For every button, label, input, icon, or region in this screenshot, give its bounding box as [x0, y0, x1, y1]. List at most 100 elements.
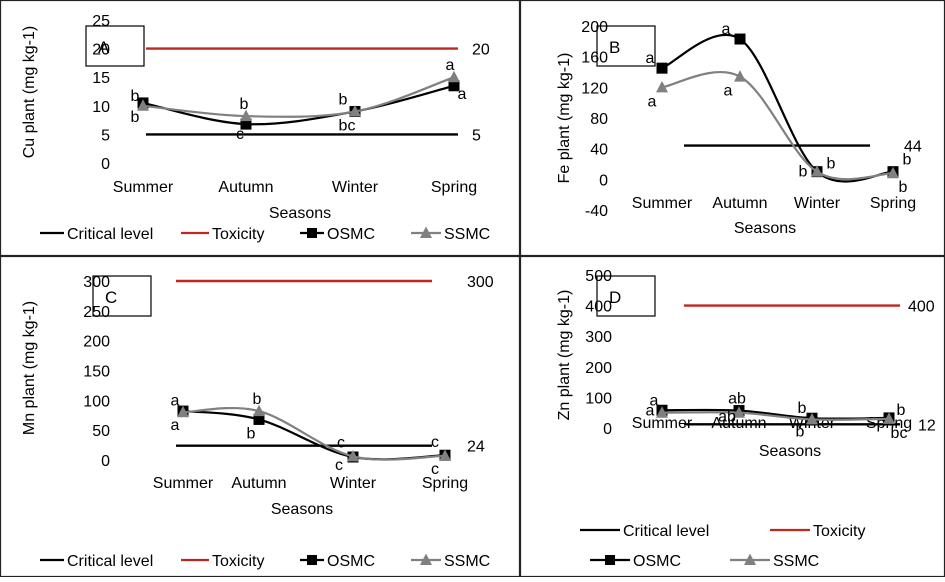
- significance-letter: c: [236, 126, 244, 143]
- ssmc-point: [656, 406, 668, 418]
- x-tick-label: Spring: [422, 475, 468, 492]
- legend-item-osmc-marker: [307, 228, 317, 238]
- y-tick-label: 200: [83, 334, 110, 351]
- legend-item-ssmc-marker: [420, 553, 432, 565]
- significance-letter: b: [796, 423, 805, 440]
- y-tick-label: 300: [83, 274, 110, 291]
- significance-letter: a: [646, 403, 655, 420]
- osmc-series-line: [182, 409, 446, 461]
- x-tick-label: Autumn: [712, 195, 767, 212]
- significance-letter: b: [799, 164, 808, 181]
- y-tick-label: -40: [585, 203, 608, 220]
- significance-letter: b: [131, 88, 140, 105]
- osmc-series-line: [661, 33, 894, 183]
- legend-item-osmc-marker: [605, 555, 615, 565]
- osmc-series-line: [142, 84, 455, 126]
- x-axis-label: Seasons: [269, 205, 331, 222]
- y-tick-label: 10: [92, 99, 110, 116]
- significance-letter: b: [897, 402, 906, 419]
- panel-D: D 0 100 200 300 400 500 Zn plant (mg kg-1) Summe…: [519, 255, 945, 578]
- legend-item-osmc-label: OSMC: [327, 553, 375, 570]
- y-axis-label: Cu plant (mg kg-1): [21, 26, 38, 159]
- significance-letter: c: [431, 434, 439, 451]
- legend-item-osmc-marker: [307, 555, 317, 565]
- legend-item-ssmc-label: SSMC: [444, 553, 490, 570]
- y-tick-label: 100: [585, 390, 612, 407]
- significance-letter: b: [798, 400, 807, 417]
- significance-letter: b: [903, 152, 912, 169]
- significance-letter: c: [337, 434, 345, 451]
- y-axis-label: Zn plant (mg kg-1): [556, 290, 573, 421]
- ssmc-series-line: [182, 406, 446, 461]
- significance-letter: ab: [718, 409, 736, 426]
- legend-item-critical-label: Critical level: [623, 523, 709, 540]
- legend-item-critical-label: Critical level: [67, 553, 153, 570]
- significance-letter: c: [335, 457, 343, 474]
- ssmc-series-line: [661, 71, 894, 181]
- significance-letter: a: [458, 86, 467, 103]
- toxicity-value-label: 300: [467, 274, 494, 291]
- x-axis-label: Seasons: [271, 501, 333, 518]
- significance-letter: bc: [339, 118, 356, 135]
- ssmc-point: [439, 449, 451, 461]
- critical-value-label: 12: [918, 417, 936, 434]
- osmc-point: [448, 80, 460, 92]
- y-tick-label: 150: [83, 364, 110, 381]
- significance-letter: a: [722, 21, 731, 38]
- significance-letter: b: [899, 179, 908, 196]
- x-axis-label: Seasons: [734, 220, 796, 237]
- y-tick-label: 250: [83, 304, 110, 321]
- significance-letter: b: [253, 391, 262, 408]
- y-tick-label: 400: [585, 299, 612, 316]
- x-tick-label: Spring: [870, 195, 916, 212]
- critical-value-label: 24: [467, 439, 485, 456]
- legend: Critical level Toxicity OSMC SSMC: [40, 553, 490, 570]
- legend-item-ssmc-label: SSMC: [773, 553, 819, 570]
- y-tick-label: 25: [92, 13, 110, 30]
- panel-letter-box: [85, 25, 145, 67]
- ssmc-point: [887, 166, 899, 179]
- legend-item-toxicity-label: Toxicity: [813, 523, 865, 540]
- panel-border: [0, 0, 521, 257]
- panel-letter: B: [609, 38, 620, 57]
- x-tick-label: Spring: [431, 179, 477, 196]
- y-tick-label: 300: [585, 329, 612, 346]
- legend-item-osmc-label: OSMC: [633, 553, 681, 570]
- toxicity-value-label: 400: [908, 299, 935, 316]
- x-tick-label: Winter: [332, 179, 379, 196]
- y-axis-label: Mn plant (mg kg-1): [21, 301, 38, 435]
- panel-letter: A: [98, 38, 110, 57]
- y-tick-label: 160: [581, 50, 608, 67]
- x-tick-label: Winter: [794, 195, 841, 212]
- y-tick-label: 200: [585, 360, 612, 377]
- x-tick-label: Autumn: [231, 475, 286, 492]
- x-tick-label: Summer: [632, 195, 693, 212]
- ssmc-point: [177, 405, 189, 418]
- legend: Critical level Toxicity OSMC SSMC: [580, 523, 865, 570]
- y-tick-label: 200: [581, 19, 608, 36]
- ssmc-series-line: [142, 76, 455, 118]
- ssmc-series-line: [661, 411, 890, 421]
- panel-letter-box: [92, 275, 152, 317]
- significance-letter: c: [431, 461, 439, 478]
- legend-item-critical-label: Critical level: [67, 226, 153, 243]
- ssmc-point: [734, 70, 746, 82]
- panel-A: A 0 5 10 15 20 25 Cu plant (mg kg-1) Summer Autum…: [0, 0, 521, 257]
- y-tick-label: 80: [590, 111, 608, 128]
- significance-letter: a: [171, 417, 180, 434]
- x-tick-label: Summer: [153, 475, 214, 492]
- ssmc-point: [253, 404, 265, 417]
- x-axis-label: Seasons: [759, 443, 821, 460]
- y-tick-label: 0: [603, 421, 612, 438]
- ssmc-point: [883, 412, 895, 424]
- significance-letter: bc: [891, 425, 908, 442]
- ssmc-point: [137, 99, 149, 111]
- osmc-point: [240, 118, 252, 130]
- critical-value-label: 5: [472, 127, 481, 144]
- osmc-point: [656, 62, 668, 74]
- ssmc-point: [733, 406, 745, 418]
- ssmc-point: [349, 105, 361, 117]
- significance-letter: a: [724, 83, 733, 100]
- y-tick-label: 0: [599, 172, 608, 189]
